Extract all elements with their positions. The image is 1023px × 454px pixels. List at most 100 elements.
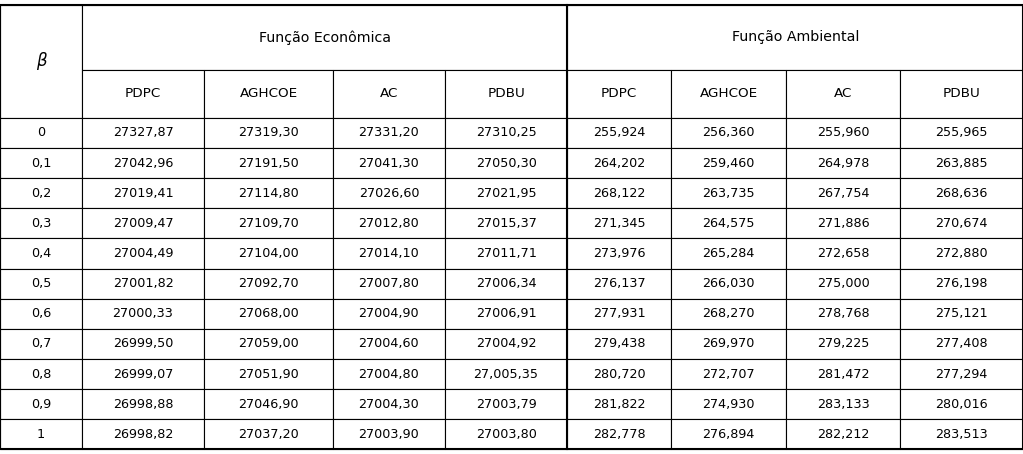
Text: 27014,10: 27014,10 — [358, 247, 419, 260]
Text: 268,636: 268,636 — [935, 187, 988, 200]
Bar — [671, 359, 787, 389]
Text: AGHCOE: AGHCOE — [239, 88, 298, 100]
Bar — [82, 299, 205, 329]
Bar — [82, 238, 205, 268]
Text: 280,720: 280,720 — [592, 368, 646, 380]
Text: 264,978: 264,978 — [817, 157, 870, 169]
Bar — [900, 329, 1023, 359]
Text: 27191,50: 27191,50 — [238, 157, 299, 169]
Text: 27041,30: 27041,30 — [358, 157, 419, 169]
Text: 27068,00: 27068,00 — [238, 307, 299, 320]
Bar — [900, 178, 1023, 208]
Text: 27003,90: 27003,90 — [358, 428, 419, 441]
Bar — [205, 178, 332, 208]
Text: 27114,80: 27114,80 — [238, 187, 299, 200]
Text: AGHCOE: AGHCOE — [700, 88, 758, 100]
Text: 27012,80: 27012,80 — [358, 217, 419, 230]
Text: 27331,20: 27331,20 — [358, 126, 419, 139]
Text: 279,438: 279,438 — [593, 337, 646, 350]
Bar — [332, 238, 445, 268]
Bar — [568, 148, 671, 178]
Bar — [671, 70, 787, 118]
Text: 27003,80: 27003,80 — [476, 428, 536, 441]
Bar — [0, 5, 82, 118]
Bar — [671, 419, 787, 449]
Bar — [787, 118, 900, 148]
Text: 277,408: 277,408 — [935, 337, 988, 350]
Bar — [900, 389, 1023, 419]
Text: 27319,30: 27319,30 — [238, 126, 299, 139]
Bar — [787, 359, 900, 389]
Bar — [0, 359, 82, 389]
Bar — [332, 359, 445, 389]
Text: 283,513: 283,513 — [935, 428, 988, 441]
Bar — [900, 419, 1023, 449]
Text: 277,931: 277,931 — [592, 307, 646, 320]
Bar — [671, 178, 787, 208]
Text: 27015,37: 27015,37 — [476, 217, 536, 230]
Text: 26999,50: 26999,50 — [113, 337, 173, 350]
Bar — [445, 268, 568, 299]
Bar — [205, 118, 332, 148]
Bar — [205, 268, 332, 299]
Text: 278,768: 278,768 — [817, 307, 870, 320]
Bar — [787, 208, 900, 238]
Text: 268,270: 268,270 — [702, 307, 755, 320]
Bar — [0, 208, 82, 238]
Bar — [0, 268, 82, 299]
Bar — [568, 208, 671, 238]
Bar — [445, 208, 568, 238]
Text: 0,9: 0,9 — [31, 398, 51, 411]
Bar — [0, 299, 82, 329]
Text: 255,924: 255,924 — [593, 126, 646, 139]
Bar — [0, 238, 82, 268]
Bar — [445, 148, 568, 178]
Text: 27019,41: 27019,41 — [113, 187, 173, 200]
Text: 27004,90: 27004,90 — [359, 307, 419, 320]
Text: 259,460: 259,460 — [703, 157, 755, 169]
Bar — [900, 118, 1023, 148]
Bar — [205, 359, 332, 389]
Bar — [445, 419, 568, 449]
Bar — [787, 329, 900, 359]
Text: 264,575: 264,575 — [702, 217, 755, 230]
Text: 27009,47: 27009,47 — [113, 217, 173, 230]
Bar — [787, 70, 900, 118]
Bar — [82, 268, 205, 299]
Bar — [82, 389, 205, 419]
Bar — [332, 148, 445, 178]
Bar — [900, 268, 1023, 299]
Text: 0,8: 0,8 — [31, 368, 51, 380]
Bar — [787, 268, 900, 299]
Bar — [445, 389, 568, 419]
Text: 27004,60: 27004,60 — [359, 337, 419, 350]
Text: 1: 1 — [37, 428, 45, 441]
Text: 272,658: 272,658 — [817, 247, 870, 260]
Text: 255,965: 255,965 — [935, 126, 988, 139]
Bar — [900, 208, 1023, 238]
Bar — [205, 148, 332, 178]
Text: 27092,70: 27092,70 — [238, 277, 299, 290]
Text: 0,4: 0,4 — [31, 247, 51, 260]
Text: 281,822: 281,822 — [593, 398, 646, 411]
Text: 276,137: 276,137 — [592, 277, 646, 290]
Text: 267,754: 267,754 — [817, 187, 870, 200]
Text: 0: 0 — [37, 126, 45, 139]
Bar — [445, 70, 568, 118]
Text: 27310,25: 27310,25 — [476, 126, 536, 139]
Bar — [568, 299, 671, 329]
Bar — [82, 5, 568, 70]
Text: 0,3: 0,3 — [31, 217, 51, 230]
Text: AC: AC — [380, 88, 398, 100]
Text: Função Ambiental: Função Ambiental — [731, 30, 859, 44]
Text: 263,735: 263,735 — [702, 187, 755, 200]
Bar — [82, 118, 205, 148]
Bar — [82, 208, 205, 238]
Text: AC: AC — [834, 88, 852, 100]
Bar — [332, 118, 445, 148]
Text: PDPC: PDPC — [601, 88, 637, 100]
Bar — [671, 389, 787, 419]
Text: 27004,30: 27004,30 — [358, 398, 419, 411]
Bar — [0, 389, 82, 419]
Bar — [205, 329, 332, 359]
